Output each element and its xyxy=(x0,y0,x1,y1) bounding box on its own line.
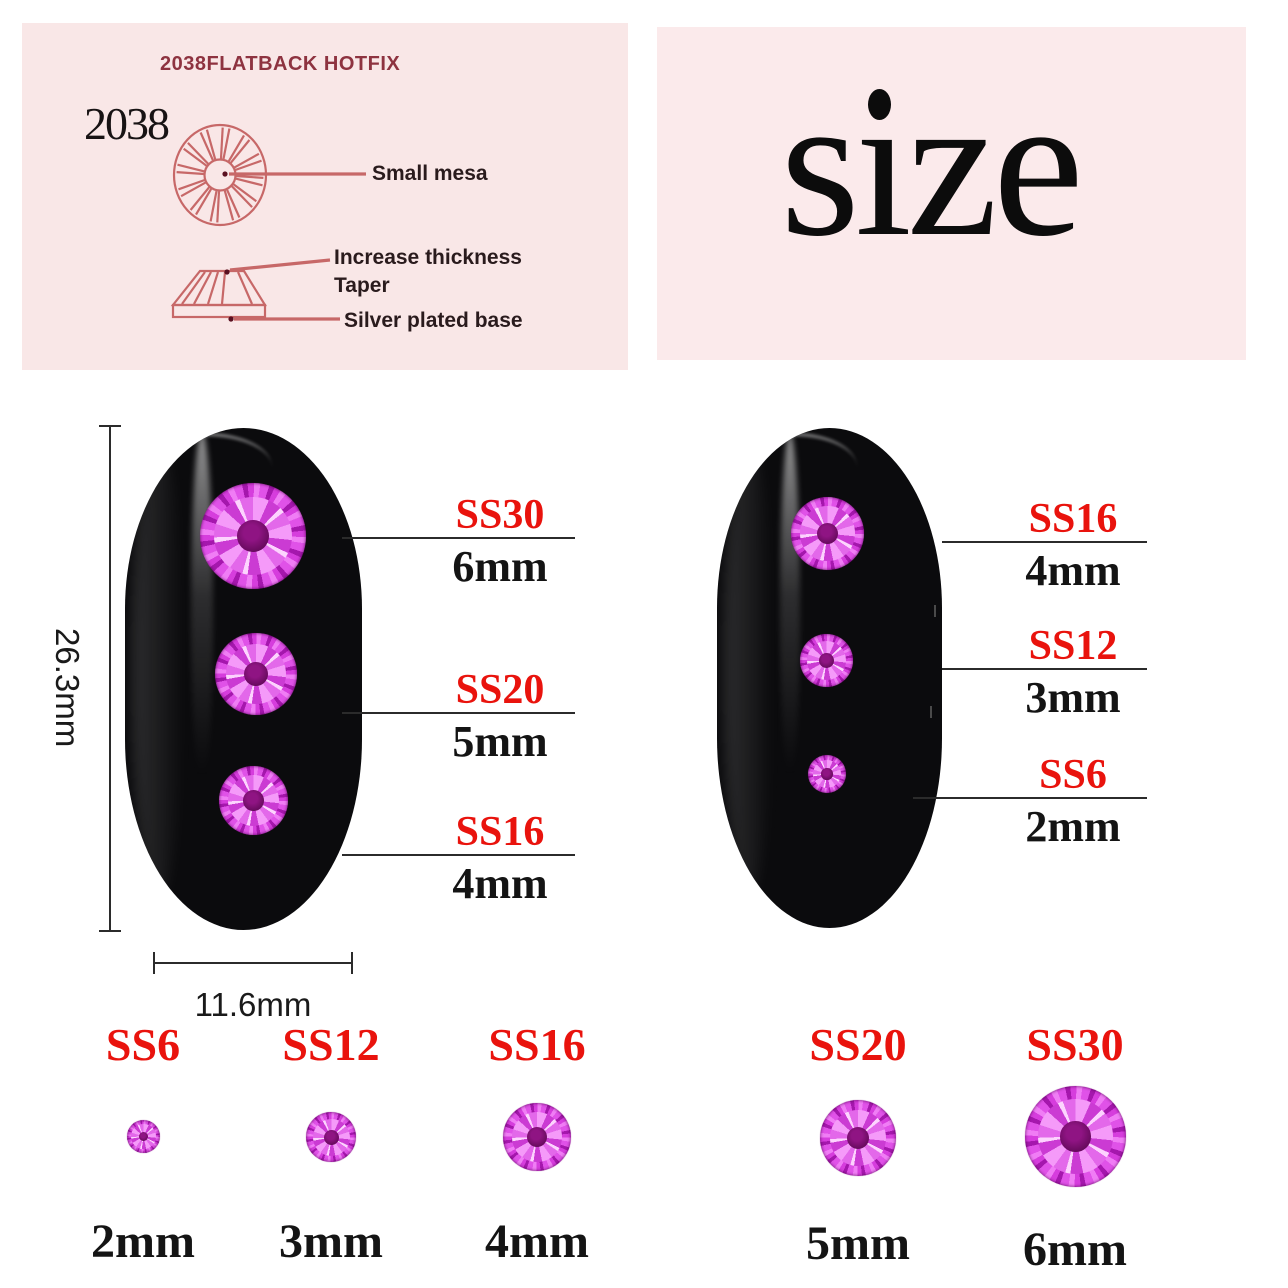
rhinestone-diagram xyxy=(170,123,366,322)
callout-ss-label: SS20 xyxy=(455,667,545,713)
size-panel: sıze xyxy=(657,27,1246,360)
callout-line xyxy=(913,797,1147,799)
callout-ss-label: SS12 xyxy=(1028,623,1118,669)
callout-line xyxy=(942,668,1147,670)
callout-mm-label: 5mm xyxy=(452,717,548,766)
callout-line xyxy=(942,541,1147,543)
chart-stone-ss20 xyxy=(820,1100,896,1176)
rhinestone-ss16 xyxy=(219,766,288,835)
chart-ss-label: SS16 xyxy=(488,1019,586,1070)
callout-silver-base: Silver plated base xyxy=(344,309,523,332)
nail-gloss xyxy=(132,438,185,900)
callout-small-mesa: Small mesa xyxy=(372,162,488,185)
callout-increase-thickness: Increase thickness xyxy=(334,246,522,269)
spec-panel: 2038FLATBACK HOTFIX 2038 Small mesa Incr… xyxy=(22,23,628,370)
callout-mm-label: 4mm xyxy=(1025,546,1121,595)
callout-ss-label: SS16 xyxy=(1028,496,1118,542)
chart-stone-ss30 xyxy=(1025,1086,1126,1187)
chart-mm-label: 6mm xyxy=(1023,1223,1127,1276)
chart-stone-ss12 xyxy=(306,1112,356,1162)
callout-ss-label: SS16 xyxy=(455,809,545,855)
nail-edge-tick xyxy=(934,605,936,617)
callout-line xyxy=(342,537,575,539)
model-number: 2038 xyxy=(84,98,170,149)
callout-mm-label: 2mm xyxy=(1025,802,1121,851)
chart-mm-label: 3mm xyxy=(279,1215,383,1268)
nail-edge-tick xyxy=(930,706,932,718)
width-measure-cap-left xyxy=(153,952,155,974)
chart-mm-label: 4mm xyxy=(485,1215,589,1268)
letter-i-dot xyxy=(868,89,891,120)
chart-stone-ss6 xyxy=(127,1120,160,1153)
rhinestone-ss12 xyxy=(800,634,853,687)
chart-ss-label: SS30 xyxy=(1026,1019,1124,1070)
rhinestone-ss30 xyxy=(200,483,306,589)
callout-line xyxy=(342,712,575,714)
callout-taper: Taper xyxy=(334,274,390,297)
rhinestone-ss20 xyxy=(215,633,297,715)
width-measure-cap-right xyxy=(351,952,353,974)
nail-gloss xyxy=(723,438,774,898)
height-measure-line xyxy=(109,425,111,932)
width-measure-line xyxy=(153,962,353,964)
height-measure-cap-top xyxy=(99,425,121,427)
nail-gloss xyxy=(139,433,272,501)
chart-ss-label: SS12 xyxy=(282,1019,380,1070)
callout-mm-label: 6mm xyxy=(452,542,548,591)
height-dimension-label: 26.3mm xyxy=(49,628,86,748)
callout-line xyxy=(342,854,575,856)
callout-ss-label: SS30 xyxy=(455,492,545,538)
spec-title: 2038FLATBACK HOTFIX xyxy=(160,53,401,75)
width-dimension-label: 11.6mm xyxy=(194,986,312,1023)
chart-stone-ss16 xyxy=(503,1103,571,1171)
callout-mm-label: 4mm xyxy=(452,859,548,908)
size-heading: sıze xyxy=(780,52,1084,279)
nail-gloss xyxy=(730,433,857,501)
height-measure-cap-bottom xyxy=(99,930,121,932)
chart-ss-label: SS20 xyxy=(809,1019,907,1070)
chart-mm-label: 2mm xyxy=(91,1215,195,1268)
rhinestone-ss16 xyxy=(791,497,864,570)
callout-ss-label: SS6 xyxy=(1039,752,1107,798)
chart-ss-label: SS6 xyxy=(105,1019,181,1070)
chart-mm-label: 5mm xyxy=(806,1217,910,1270)
callout-mm-label: 3mm xyxy=(1025,673,1121,722)
rhinestone-ss6 xyxy=(808,755,846,793)
